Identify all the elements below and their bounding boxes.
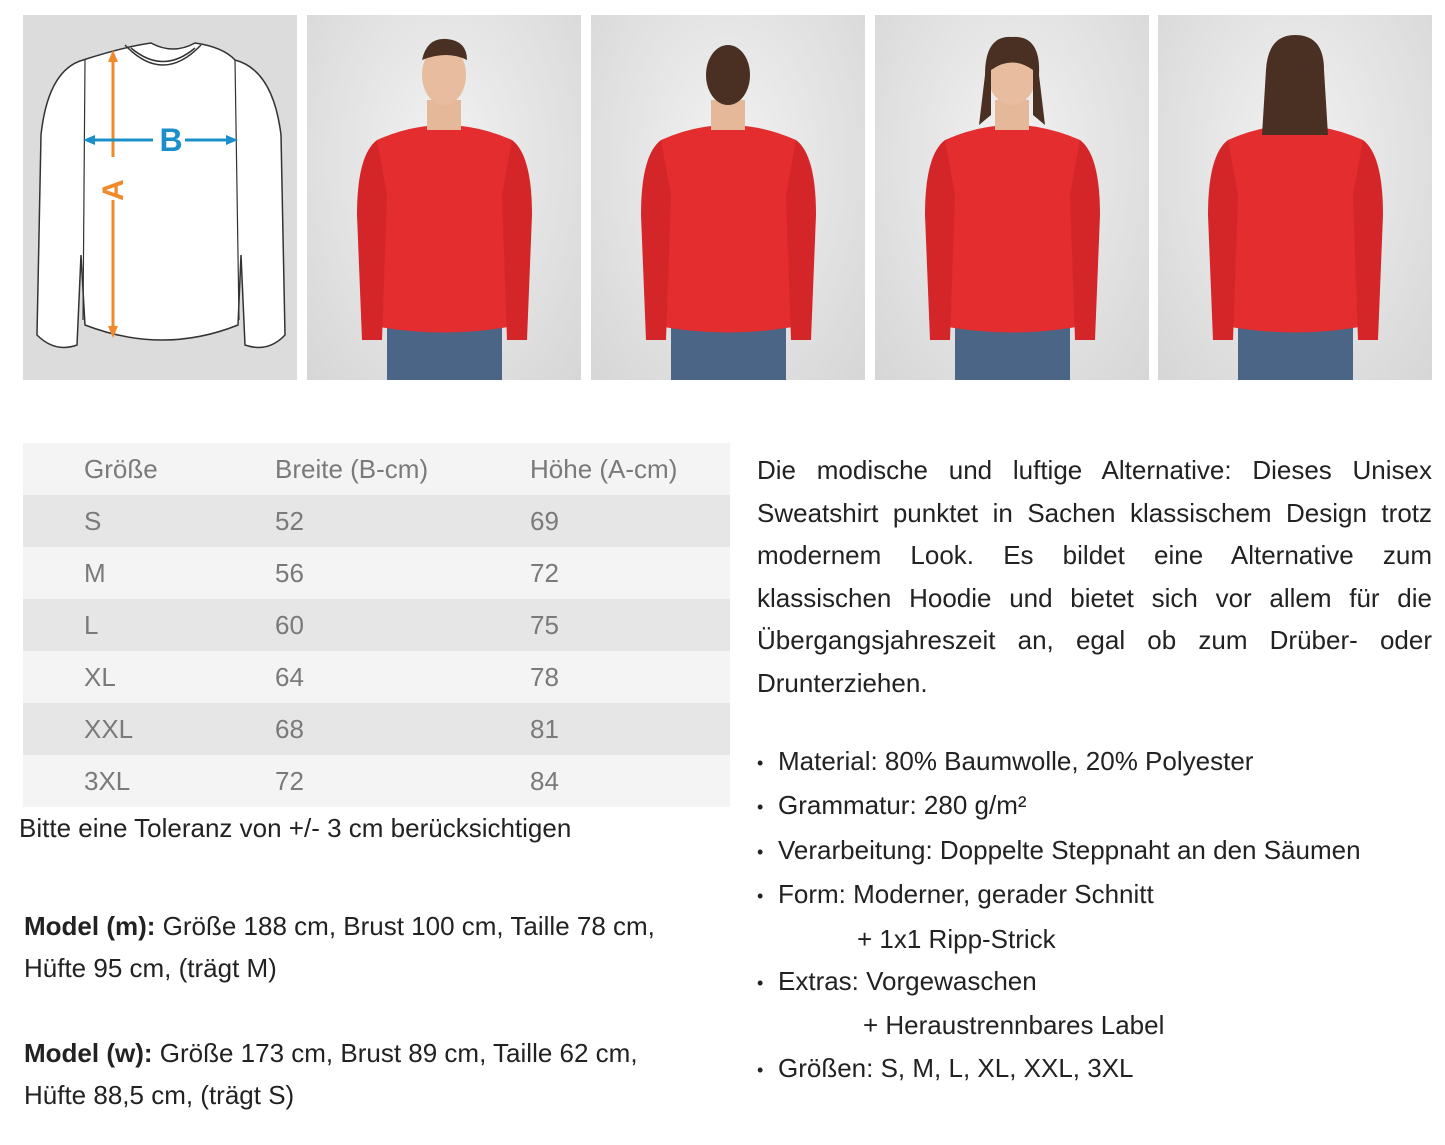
figure-shape	[641, 140, 671, 340]
tolerance-note: Bitte eine Toleranz von +/- 3 cm berücks…	[19, 813, 572, 843]
bullet-icon: •	[757, 972, 764, 993]
product-description: Die modische und luftige Alternative: Di…	[757, 455, 1432, 698]
model-photo	[1208, 35, 1383, 380]
figure-shape	[925, 140, 955, 340]
figure-shape	[937, 125, 1087, 333]
cell-height: 84	[530, 765, 559, 796]
bullet-icon: •	[757, 841, 764, 862]
feature-text: Verarbeitung: Doppelte Steppnaht an den …	[778, 834, 1361, 865]
bullet-icon: •	[757, 886, 764, 906]
feature-text: Grammatur: 280 g/m²	[778, 790, 1027, 821]
figure-shape	[1070, 140, 1100, 340]
feature-text: Material: 80% Baumwolle, 20% Polyester	[778, 746, 1254, 776]
feature-item: • Material: 80% Baumwolle, 20% Polyester	[757, 740, 1361, 784]
model-line2: Hüfte 95 cm, (trägt M)	[24, 953, 277, 983]
model-photo	[925, 36, 1100, 380]
feature-item: • Verarbeitung: Doppelte Steppnaht an den…	[757, 829, 1361, 873]
sweatshirt-outline-icon: A B	[36, 42, 286, 349]
cell-width: 64	[275, 661, 304, 692]
cell-size: XL	[84, 661, 116, 692]
figure-shape	[357, 140, 387, 340]
header-width: Breite (B-cm)	[275, 453, 429, 484]
table-row: L 60 75	[23, 599, 730, 651]
figure-shape	[369, 125, 519, 333]
cell-width: 68	[275, 713, 304, 744]
figure-shape	[1208, 140, 1238, 340]
table-row: XXL 68 81	[23, 703, 730, 755]
figure-shape	[422, 45, 466, 105]
figure-shape	[1353, 140, 1383, 340]
figure-shape	[653, 125, 803, 333]
model-label: Model (w):	[24, 1038, 153, 1068]
table-row: 3XL 72 84	[23, 755, 730, 807]
figure-shape	[979, 36, 1045, 125]
header-height: Höhe (A-cm)	[530, 453, 678, 484]
figure-shape	[502, 140, 532, 340]
table-row: XL 64 78	[23, 651, 730, 703]
figure-shape	[1262, 35, 1328, 135]
figure-shape	[706, 45, 750, 105]
cell-height: 75	[530, 609, 559, 640]
model-w-info: Model (w): Größe 173 cm, Brust 89 cm, Ta…	[24, 1032, 724, 1116]
cell-height: 72	[530, 557, 559, 588]
figure-shape	[1220, 125, 1370, 333]
label-b: B	[159, 122, 182, 158]
figure-shape	[422, 38, 467, 60]
cell-width: 56	[275, 557, 304, 588]
figure-shape	[786, 140, 816, 340]
model-photo	[357, 38, 532, 380]
photo-man-back	[591, 15, 865, 380]
photo-woman-front	[875, 15, 1149, 380]
feature-item: • Extras: Vorgewaschen	[757, 960, 1361, 1004]
feature-item: • Größen: S, M, L, XL, XXL, 3XL	[757, 1047, 1361, 1091]
model-line1: Größe 188 cm, Brust 100 cm, Taille 78 cm…	[155, 911, 655, 941]
table-row: M 56 72	[23, 547, 730, 599]
table-row: S 52 69	[23, 495, 730, 547]
cell-width: 52	[275, 505, 304, 536]
feature-subitem: + 1x1 Ripp-Strick	[857, 923, 1056, 954]
header-size: Größe	[84, 453, 158, 484]
cell-height: 78	[530, 661, 559, 692]
feature-item: • Grammatur: 280 g/m²	[757, 784, 1361, 828]
feature-subitem: + Heraustrennbares Label	[863, 1010, 1165, 1041]
feature-item: • Form: Moderner, gerader Schnitt	[757, 873, 1361, 917]
photo-man-front	[307, 15, 581, 380]
photo-woman-back	[1158, 15, 1432, 380]
model-line2: Hüfte 88,5 cm, (trägt S)	[24, 1080, 295, 1110]
model-photo	[641, 45, 816, 380]
feature-text: Form: Moderner, gerader Schnitt	[778, 879, 1154, 910]
bullet-icon: •	[757, 797, 764, 818]
bullet-icon: •	[757, 1059, 764, 1080]
cell-size: XXL	[84, 713, 134, 744]
bullet-icon: •	[757, 752, 764, 773]
model-m-info: Model (m): Größe 188 cm, Brust 100 cm, T…	[24, 905, 724, 989]
cell-size: L	[84, 609, 99, 640]
model-label: Model (m):	[24, 911, 156, 941]
cell-width: 60	[275, 609, 304, 640]
cell-size: 3XL	[84, 765, 131, 796]
feature-text: Extras: Vorgewaschen	[778, 966, 1037, 996]
feature-text: Größen: S, M, L, XL, XXL, 3XL	[778, 1052, 1134, 1083]
cell-size: M	[84, 557, 106, 588]
table-header: Größe Breite (B-cm) Höhe (A-cm)	[23, 443, 730, 495]
size-table: Größe Breite (B-cm) Höhe (A-cm) S 52 69 M 5…	[23, 443, 730, 807]
feature-list: • Material: 80% Baumwolle, 20% Polyester …	[757, 740, 1361, 1091]
cell-height: 81	[530, 713, 559, 744]
model-line1: Größe 173 cm, Brust 89 cm, Taille 62 cm,	[152, 1038, 638, 1068]
cell-width: 72	[275, 765, 304, 796]
cell-size: S	[84, 505, 102, 536]
size-diagram: A B	[23, 15, 297, 380]
label-a: A	[97, 179, 130, 201]
cell-height: 69	[530, 505, 559, 536]
